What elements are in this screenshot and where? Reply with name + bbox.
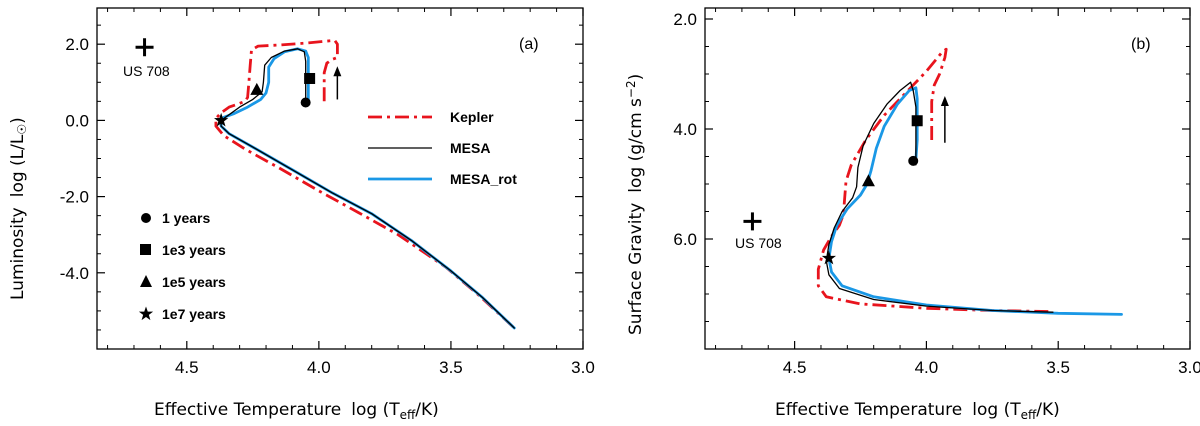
y-tick-label: -4.0: [60, 264, 89, 283]
x-tick-label: 3.0: [571, 358, 595, 377]
x-tick-label: 4.5: [175, 358, 199, 377]
series-line-mesa: [220, 48, 515, 329]
plot-frame-a: [96, 7, 584, 350]
target-cross-a: [135, 38, 154, 57]
legend-label-mesa-rot: MESA_rot: [450, 171, 517, 187]
legend-marker-square: [140, 244, 151, 255]
tick-labels-a: 4.5 4.0 3.5 3.0 2.0 0.0 -2.0 -4.0: [60, 35, 595, 377]
legend-lines: Kepler MESA MESA_rot: [368, 109, 517, 187]
series-line-mesa-rot: [827, 86, 1123, 316]
y-tick-label: -2.0: [60, 188, 89, 207]
y-axis-label-a: Luminositylog (L/L☉): [8, 117, 29, 300]
x-axis-label-a: Effective Temperature log (Teff/K): [154, 400, 439, 422]
x-tick-label: 3.5: [439, 358, 463, 377]
panel-b: 4.5 4.0 3.5 3.0 2.0 4.0 6.0 US 708 (b) Effecti…: [624, 7, 1200, 422]
legend-marker-star: [138, 306, 154, 321]
y-tick-label: 2.0: [65, 35, 89, 54]
arrow-head: [333, 66, 342, 77]
x-tick-label: 4.0: [307, 358, 331, 377]
series-line-mesa-rot: [219, 47, 516, 330]
series-line-kepler: [816, 47, 1053, 313]
tick-labels-b: 4.5 4.0 3.5 3.0 2.0 4.0 6.0: [673, 10, 1200, 377]
tick-marks-a: [97, 8, 584, 349]
marker-triangle: [250, 82, 264, 95]
series-line-kepler: [214, 39, 516, 330]
x-tick-label: 3.5: [1046, 358, 1070, 377]
marker-star: [821, 250, 837, 265]
y-tick-label: 6.0: [673, 230, 697, 249]
x-tick-label: 4.0: [915, 358, 939, 377]
markers-group-a: [214, 72, 316, 127]
markers-group-b: [821, 115, 923, 265]
x-tick-label: 3.0: [1178, 358, 1200, 377]
arrow-b: [940, 96, 949, 143]
legend-label-kepler: Kepler: [450, 109, 494, 125]
legend-label-1e5: 1e5 years: [162, 274, 226, 290]
x-tick-label: 4.5: [783, 358, 807, 377]
panel-a: 4.5 4.0 3.5 3.0 2.0 0.0 -2.0 -4.0 US 708 (a) Ke…: [8, 7, 595, 422]
y-tick-label: 0.0: [65, 111, 89, 130]
marker-triangle: [861, 174, 875, 187]
legend-marker-circle: [141, 213, 151, 223]
panel-label-a: (a): [519, 36, 539, 53]
series-line-mesa: [825, 81, 1054, 313]
legend-markers: 1 years 1e3 years 1e5 years 1e7 years: [138, 210, 226, 322]
plot-frame-b: [704, 7, 1191, 350]
target-label-a: US 708: [123, 63, 170, 79]
tick-marks-b: [705, 8, 1191, 349]
legend-label-1e7: 1e7 years: [162, 306, 226, 322]
y-axis-label-b: Surface Gravitylog (g/cm s−2): [624, 74, 646, 335]
legend-marker-triangle: [140, 275, 152, 287]
panel-label-b: (b): [1131, 36, 1151, 53]
legend-label-mesa: MESA: [450, 140, 490, 156]
arrow-head: [940, 96, 949, 106]
target-label-b: US 708: [735, 235, 782, 251]
marker-circle: [300, 97, 311, 108]
marker-star: [214, 112, 229, 127]
series-group-a: [214, 39, 516, 330]
arrow-a: [333, 66, 342, 100]
legend-label-1e3: 1e3 years: [162, 242, 226, 258]
target-cross-b: [743, 212, 762, 231]
marker-square: [304, 72, 316, 84]
legend-label-1yr: 1 years: [162, 210, 210, 226]
series-group-b: [816, 47, 1123, 316]
y-tick-label: 4.0: [673, 120, 697, 139]
x-axis-label-b: Effective Temperature log (Teff/K): [775, 400, 1060, 422]
marker-circle: [908, 155, 919, 166]
y-tick-label: 2.0: [673, 10, 697, 29]
marker-square: [911, 115, 923, 127]
